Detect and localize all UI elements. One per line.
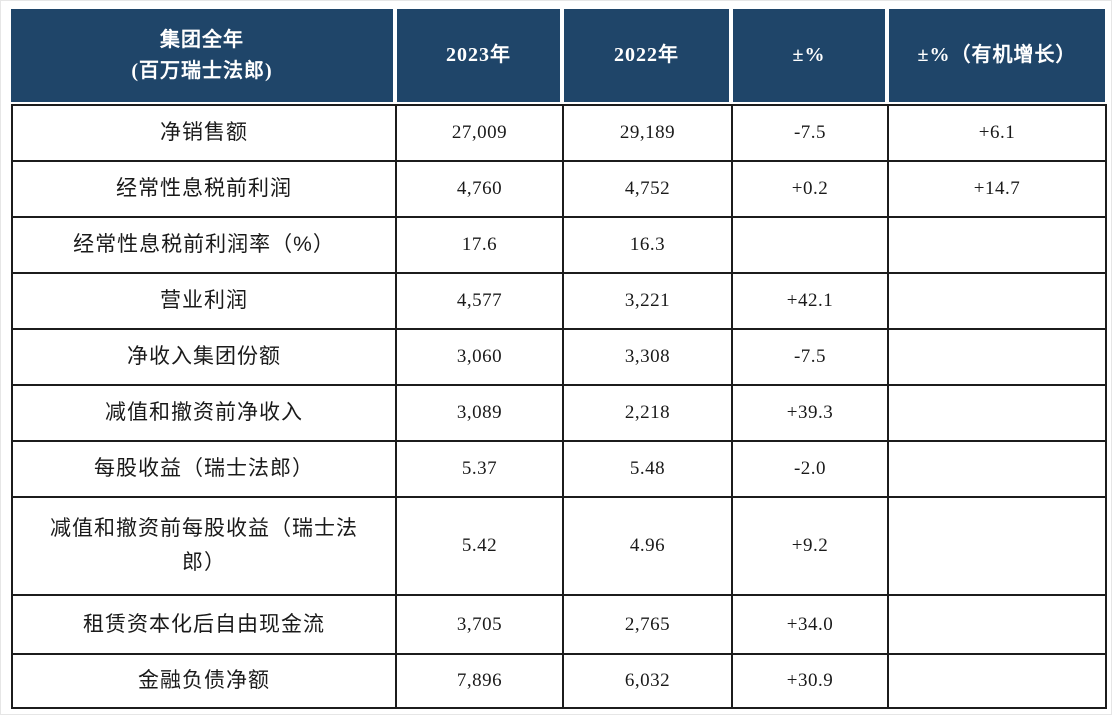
row-label-cell: 减值和撤资前净收入 — [11, 384, 397, 442]
table-row: 经常性息税前利润率（%） 17.6 16.3 — [11, 216, 1107, 274]
change-pct-cell: -2.0 — [731, 440, 889, 498]
value-2022-cell: 5.48 — [562, 440, 733, 498]
value-2022-cell: 3,308 — [562, 328, 733, 386]
header-label-2022: 2022年 — [614, 44, 679, 66]
change-pct-cell: +39.3 — [731, 384, 889, 442]
table-row: 营业利润 4,577 3,221 +42.1 — [11, 272, 1107, 330]
header-cell-organic-pct: ±%（有机增长） — [889, 9, 1105, 102]
header-label-change-pct: ±% — [792, 44, 826, 66]
table-header-row: 集团全年 (百万瑞士法郎) 2023年 2022年 ±% ±%（有机增长） — [11, 9, 1105, 102]
table-row: 减值和撤资前净收入 3,089 2,218 +39.3 — [11, 384, 1107, 442]
table-row: 租赁资本化后自由现金流 3,705 2,765 +34.0 — [11, 594, 1107, 655]
table-body: 净销售额 27,009 29,189 -7.5 +6.1 经常性息税前利润 4,… — [11, 104, 1107, 709]
header-label-2023: 2023年 — [446, 44, 511, 66]
table-row: 净销售额 27,009 29,189 -7.5 +6.1 — [11, 104, 1107, 162]
change-pct-cell: +9.2 — [731, 496, 889, 596]
financial-results-table: 集团全年 (百万瑞士法郎) 2023年 2022年 ±% ±%（有机增长） — [11, 9, 1107, 709]
table-row: 金融负债净额 7,896 6,032 +30.9 — [11, 653, 1107, 709]
row-label-cell: 经常性息税前利润率（%） — [11, 216, 397, 274]
organic-pct-cell — [887, 384, 1107, 442]
value-2022-cell: 16.3 — [562, 216, 733, 274]
header-cell-2022: 2022年 — [564, 9, 729, 102]
change-pct-cell — [731, 216, 889, 274]
organic-pct-cell — [887, 594, 1107, 655]
row-label-cell: 每股收益（瑞士法郎） — [11, 440, 397, 498]
value-2023-cell: 3,705 — [395, 594, 564, 655]
organic-pct-cell — [887, 496, 1107, 596]
change-pct-cell: +30.9 — [731, 653, 889, 709]
value-2022-cell: 3,221 — [562, 272, 733, 330]
row-label-cell: 金融负债净额 — [11, 653, 397, 709]
row-label-cell: 减值和撤资前每股收益（瑞士法郎） — [11, 496, 397, 596]
row-label-cell: 净销售额 — [11, 104, 397, 162]
value-2023-cell: 27,009 — [395, 104, 564, 162]
row-label-cell: 营业利润 — [11, 272, 397, 330]
change-pct-cell: +42.1 — [731, 272, 889, 330]
organic-pct-cell — [887, 653, 1107, 709]
row-label-cell: 经常性息税前利润 — [11, 160, 397, 218]
change-pct-cell: -7.5 — [731, 328, 889, 386]
value-2023-cell: 4,760 — [395, 160, 564, 218]
organic-pct-cell: +6.1 — [887, 104, 1107, 162]
group-title-line2: (百万瑞士法郎) — [131, 59, 273, 82]
value-2023-cell: 5.37 — [395, 440, 564, 498]
value-2022-cell: 4.96 — [562, 496, 733, 596]
table-row: 净收入集团份额 3,060 3,308 -7.5 — [11, 328, 1107, 386]
value-2023-cell: 17.6 — [395, 216, 564, 274]
value-2022-cell: 6,032 — [562, 653, 733, 709]
table-row: 减值和撤资前每股收益（瑞士法郎） 5.42 4.96 +9.2 — [11, 496, 1107, 596]
change-pct-cell: +34.0 — [731, 594, 889, 655]
header-cell-group-title: 集团全年 (百万瑞士法郎) — [11, 9, 393, 102]
value-2023-cell: 5.42 — [395, 496, 564, 596]
header-cell-2023: 2023年 — [397, 9, 560, 102]
organic-pct-cell: +14.7 — [887, 160, 1107, 218]
value-2023-cell: 7,896 — [395, 653, 564, 709]
organic-pct-cell — [887, 440, 1107, 498]
change-pct-cell: +0.2 — [731, 160, 889, 218]
value-2023-cell: 4,577 — [395, 272, 564, 330]
row-label-cell: 净收入集团份额 — [11, 328, 397, 386]
value-2022-cell: 2,765 — [562, 594, 733, 655]
organic-pct-cell — [887, 328, 1107, 386]
header-cell-change-pct: ±% — [733, 9, 885, 102]
organic-pct-cell — [887, 272, 1107, 330]
group-title-line1: 集团全年 — [160, 28, 244, 51]
organic-pct-cell — [887, 216, 1107, 274]
value-2022-cell: 2,218 — [562, 384, 733, 442]
value-2023-cell: 3,089 — [395, 384, 564, 442]
value-2022-cell: 4,752 — [562, 160, 733, 218]
row-label-cell: 租赁资本化后自由现金流 — [11, 594, 397, 655]
table-row: 经常性息税前利润 4,760 4,752 +0.2 +14.7 — [11, 160, 1107, 218]
header-label-organic-pct: ±%（有机增长） — [917, 44, 1077, 66]
value-2023-cell: 3,060 — [395, 328, 564, 386]
value-2022-cell: 29,189 — [562, 104, 733, 162]
table-row: 每股收益（瑞士法郎） 5.37 5.48 -2.0 — [11, 440, 1107, 498]
change-pct-cell: -7.5 — [731, 104, 889, 162]
